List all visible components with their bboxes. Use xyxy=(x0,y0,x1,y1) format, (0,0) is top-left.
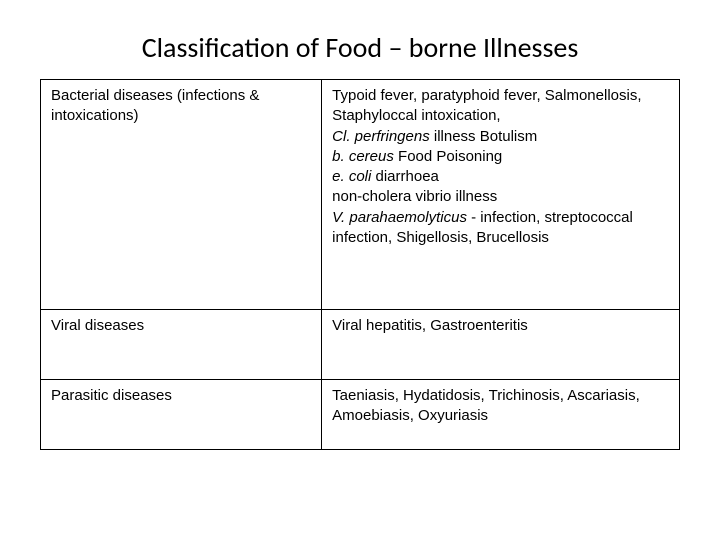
cell-examples-parasitic: Taeniasis, Hydatidosis, Trichinosis, Asc… xyxy=(322,380,680,450)
cell-category-viral: Viral diseases xyxy=(41,310,322,380)
example-line: b. cereus Food Poisoning xyxy=(332,147,669,167)
example-line: e. coli diarrhoea xyxy=(332,167,669,187)
example-line: non-cholera vibrio illness xyxy=(332,187,669,207)
page-title: Classification of Food – borne Illnesses xyxy=(40,30,680,65)
italic-term: Cl. perfringens xyxy=(332,128,430,145)
line-rest: illness Botulism xyxy=(430,128,538,145)
classification-table: Bacterial diseases (infections & intoxic… xyxy=(40,79,680,450)
cell-examples-bacterial: Typoid fever, paratyphoid fever, Salmone… xyxy=(322,80,680,310)
example-line: Typoid fever, paratyphoid fever, Salmone… xyxy=(332,86,669,127)
italic-term: e. coli xyxy=(332,168,371,185)
cell-category-bacterial: Bacterial diseases (infections & intoxic… xyxy=(41,80,322,310)
table-row: Viral diseases Viral hepatitis, Gastroen… xyxy=(41,310,680,380)
cell-category-parasitic: Parasitic diseases xyxy=(41,380,322,450)
italic-term: V. parahaemolyticus xyxy=(332,209,467,226)
italic-term: b. cereus xyxy=(332,148,394,165)
table-row: Parasitic diseases Taeniasis, Hydatidosi… xyxy=(41,380,680,450)
line-rest: diarrhoea xyxy=(371,168,439,185)
example-line: V. parahaemolyticus - infection, strepto… xyxy=(332,208,669,249)
cell-examples-viral: Viral hepatitis, Gastroenteritis xyxy=(322,310,680,380)
example-line: Cl. perfringens illness Botulism xyxy=(332,127,669,147)
line-rest: Food Poisoning xyxy=(394,148,502,165)
table-row: Bacterial diseases (infections & intoxic… xyxy=(41,80,680,310)
